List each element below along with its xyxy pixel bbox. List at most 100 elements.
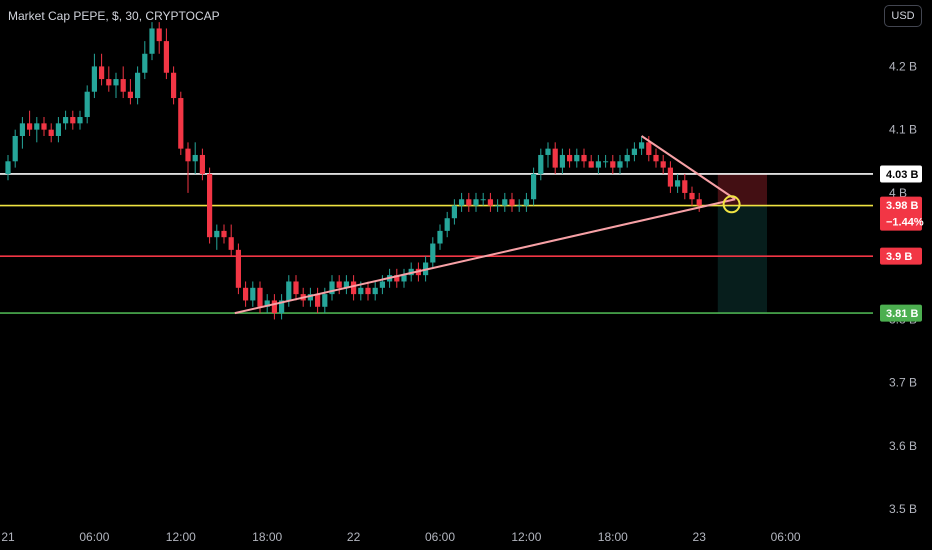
candle-body (430, 243, 436, 263)
candle-body (343, 281, 349, 288)
candle-body (581, 154, 587, 162)
candle-body (588, 161, 594, 168)
candle-body (379, 281, 385, 288)
candle-body (257, 287, 263, 307)
candle-body (466, 199, 472, 206)
candle-body (279, 300, 285, 314)
candle-body (228, 237, 234, 250)
x-tick-label: 12:00 (511, 530, 541, 544)
candle-body (372, 287, 378, 295)
candle-body (531, 173, 537, 200)
horizontal-levels (0, 173, 873, 314)
x-tick-label: 22 (347, 530, 361, 544)
candle-body (214, 230, 220, 238)
candle-body (401, 275, 407, 282)
candle-body (84, 91, 90, 118)
x-tick-label: 12:00 (166, 530, 196, 544)
candle-body (99, 66, 105, 80)
x-tick-label: 06:00 (79, 530, 109, 544)
candle-body (185, 148, 191, 162)
candle-body (358, 287, 364, 295)
candle-body (207, 173, 213, 238)
candle-body (516, 205, 522, 207)
candle-body (243, 287, 249, 301)
candle-body (646, 142, 652, 155)
candle-body (451, 205, 457, 219)
candle-body (19, 123, 25, 136)
x-tick-label: 06:00 (771, 530, 801, 544)
price-tag-label: 3.81 B (886, 308, 918, 320)
x-tick-label: 18:00 (598, 530, 628, 544)
chart-title: Market Cap PEPE, $, 30, CRYPTOCAP (8, 9, 220, 23)
price-tag-1 (880, 196, 922, 231)
candle-body (156, 28, 162, 42)
candle-body (142, 53, 148, 73)
candle-body (235, 249, 241, 288)
price-axis[interactable]: 4.2 B4.1 B4 B3.8 B3.7 B3.6 B3.5 B (889, 59, 917, 516)
candle-body (538, 154, 544, 174)
candle-body (574, 154, 580, 162)
candle-body (55, 123, 61, 136)
candle-body (473, 199, 479, 206)
candle-body (653, 154, 659, 162)
x-tick-label: 21 (1, 530, 15, 544)
price-tag-0 (880, 165, 922, 183)
price-tag-label: 4.03 B (886, 169, 918, 181)
candle-body (689, 192, 695, 200)
candle-body (315, 294, 321, 307)
candle-body (250, 287, 256, 301)
candle-body (610, 161, 616, 168)
candle-body (487, 199, 493, 206)
candle-body (559, 154, 565, 168)
candle-body (660, 161, 666, 168)
x-tick-label: 18:00 (252, 530, 282, 544)
candle-body (394, 275, 400, 282)
price-tag-change: −1.44% (886, 217, 924, 229)
candle-body (696, 199, 702, 206)
candle-body (63, 117, 69, 124)
candle-body (199, 154, 205, 174)
price-tag-2 (880, 247, 922, 265)
candle-body (595, 161, 601, 168)
candle-body (603, 161, 609, 163)
candle-body (34, 123, 40, 130)
stop-zone (717, 173, 767, 206)
candle-body (675, 180, 681, 187)
candle-body (667, 167, 673, 187)
candle-body (48, 129, 54, 136)
candle-body (286, 281, 292, 301)
candle-body (91, 66, 97, 92)
candle-body (682, 180, 688, 193)
candle-body (523, 199, 529, 206)
candle-body (271, 300, 277, 314)
candle-body (149, 28, 155, 54)
candle-body (12, 135, 18, 162)
y-tick-label: 3.6 B (889, 439, 917, 453)
candle-body (5, 161, 11, 174)
x-tick-label: 06:00 (425, 530, 455, 544)
y-tick-label: 4 B (889, 186, 907, 200)
candle-body (307, 294, 313, 301)
candle-body (27, 123, 33, 130)
price-tag-3 (880, 304, 922, 322)
candle-body (480, 199, 486, 201)
currency-button[interactable]: USD (884, 5, 922, 27)
target-zone (717, 205, 767, 314)
candle-body (127, 91, 133, 99)
candle-body (264, 300, 270, 307)
candle-body (351, 281, 357, 295)
candle-body (365, 287, 371, 295)
candle-body (192, 154, 198, 162)
y-tick-label: 3.5 B (889, 502, 917, 516)
y-tick-label: 3.7 B (889, 376, 917, 390)
time-axis[interactable]: 21 06:00 12:00 18:00 22 06:00 12:00 18:00 23 06:0… (1, 530, 801, 544)
candle-body (106, 79, 112, 86)
x-tick-label: 23 (693, 530, 707, 544)
y-tick-label: 4.1 B (889, 123, 917, 137)
candle-body (171, 72, 177, 99)
candle-body (567, 154, 573, 162)
price-tags: 4.03 B 3.98 B −1.44% 3.9 B 3.81 B (880, 165, 924, 322)
price-tag-label: 3.98 B (886, 200, 918, 212)
candle-body (552, 148, 558, 168)
